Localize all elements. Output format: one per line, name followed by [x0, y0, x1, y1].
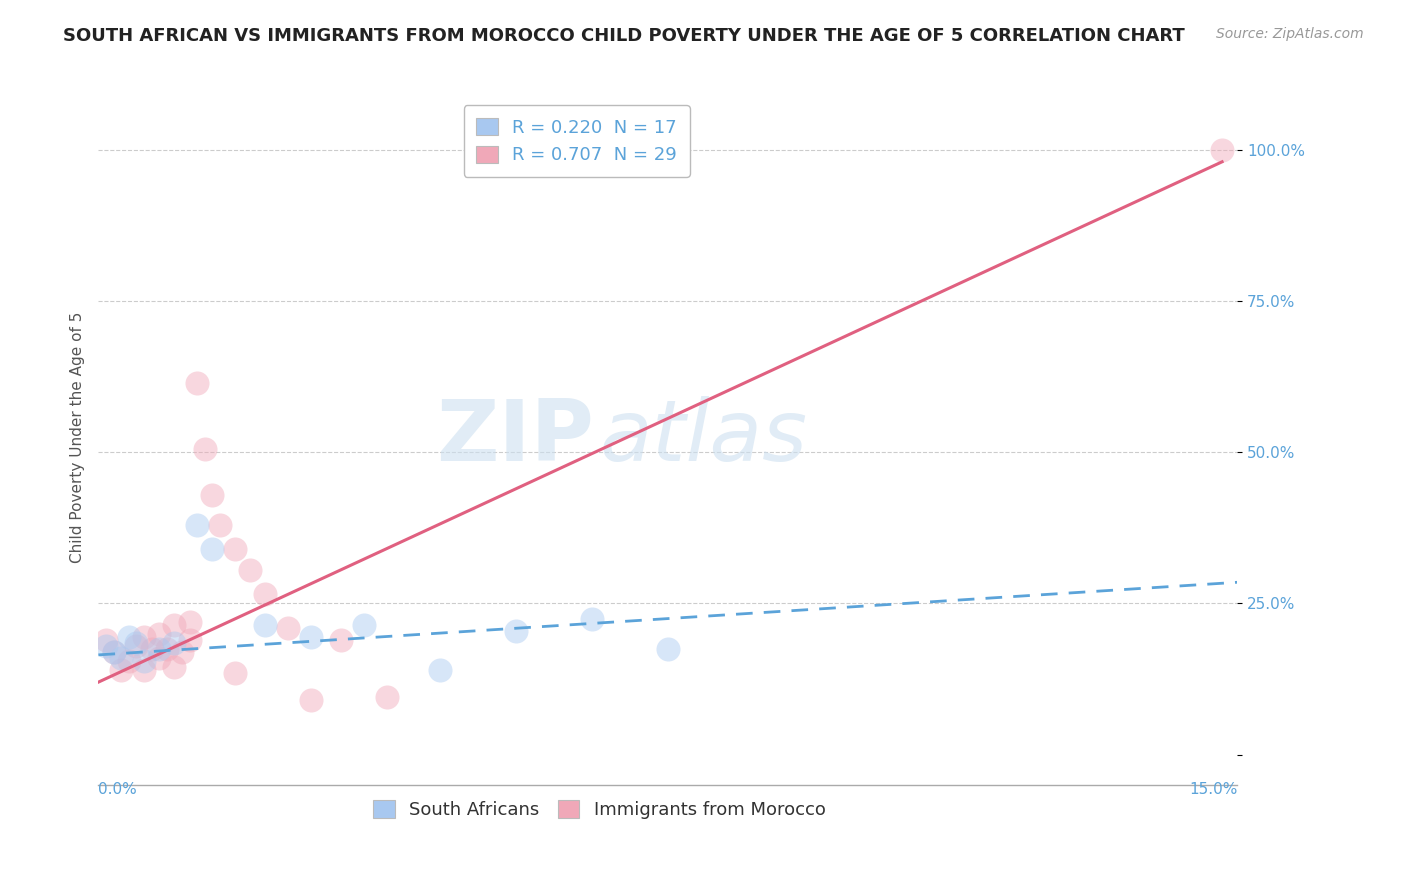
- Point: [163, 617, 186, 632]
- Point: [94, 632, 117, 647]
- Point: [125, 636, 148, 650]
- Point: [505, 624, 527, 638]
- Point: [429, 663, 451, 677]
- Point: [657, 641, 679, 656]
- Point: [110, 663, 132, 677]
- Point: [201, 541, 224, 556]
- Point: [132, 663, 155, 677]
- Point: [156, 641, 179, 656]
- Text: atlas: atlas: [599, 395, 807, 479]
- Point: [186, 517, 208, 532]
- Point: [208, 517, 231, 532]
- Point: [179, 632, 201, 647]
- Point: [581, 611, 603, 625]
- Legend: South Africans, Immigrants from Morocco: South Africans, Immigrants from Morocco: [364, 791, 835, 828]
- Point: [254, 587, 277, 601]
- Point: [118, 630, 141, 644]
- Point: [118, 654, 141, 668]
- Point: [132, 630, 155, 644]
- Point: [163, 660, 186, 674]
- Point: [277, 621, 299, 635]
- Point: [125, 639, 148, 653]
- Point: [103, 645, 125, 659]
- Point: [239, 563, 262, 577]
- Point: [224, 541, 246, 556]
- Point: [299, 630, 322, 644]
- Point: [254, 617, 277, 632]
- Text: Source: ZipAtlas.com: Source: ZipAtlas.com: [1216, 27, 1364, 41]
- Point: [94, 639, 117, 653]
- Point: [353, 617, 375, 632]
- Point: [148, 651, 170, 665]
- Point: [186, 376, 208, 390]
- Text: 15.0%: 15.0%: [1189, 782, 1237, 797]
- Text: 0.0%: 0.0%: [98, 782, 138, 797]
- Point: [148, 641, 170, 656]
- Point: [375, 690, 398, 705]
- Point: [170, 645, 193, 659]
- Point: [103, 645, 125, 659]
- Point: [330, 632, 353, 647]
- Point: [224, 666, 246, 681]
- Text: SOUTH AFRICAN VS IMMIGRANTS FROM MOROCCO CHILD POVERTY UNDER THE AGE OF 5 CORREL: SOUTH AFRICAN VS IMMIGRANTS FROM MOROCCO…: [63, 27, 1185, 45]
- Point: [194, 442, 217, 457]
- Y-axis label: Child Poverty Under the Age of 5: Child Poverty Under the Age of 5: [69, 311, 84, 563]
- Point: [148, 626, 170, 640]
- Point: [110, 651, 132, 665]
- Text: ZIP: ZIP: [436, 395, 593, 479]
- Point: [163, 636, 186, 650]
- Point: [1211, 143, 1233, 157]
- Point: [299, 693, 322, 707]
- Point: [141, 641, 163, 656]
- Point: [179, 615, 201, 629]
- Point: [201, 487, 224, 501]
- Point: [132, 654, 155, 668]
